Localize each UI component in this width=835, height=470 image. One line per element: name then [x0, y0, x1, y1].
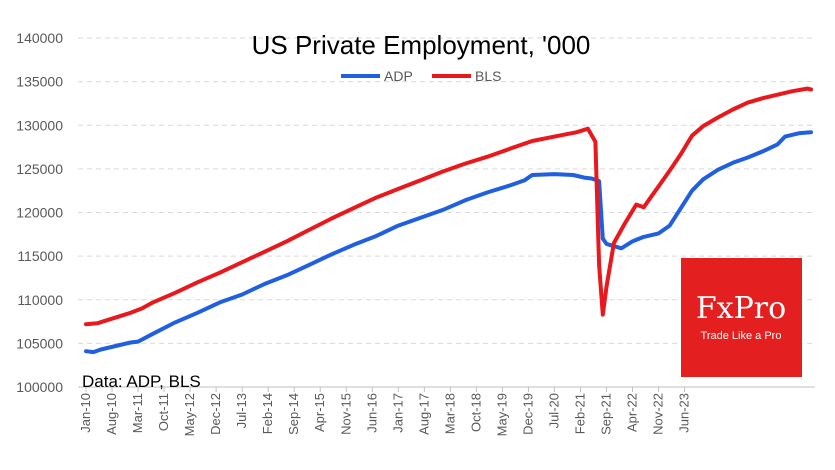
- series-lines: [84, 86, 813, 355]
- x-tick-label: Oct-18: [468, 393, 483, 432]
- legend: ADP BLS: [341, 68, 501, 84]
- x-tick-label: Dec-19: [520, 393, 535, 435]
- x-tick-label: Jun-23: [677, 393, 692, 433]
- y-tick-label: 125000: [16, 161, 63, 177]
- x-tick-label: Feb-14: [260, 393, 275, 434]
- y-tick-label: 100000: [16, 379, 63, 395]
- x-tick-label: Mar-18: [442, 393, 457, 434]
- x-tick-label: Feb-21: [572, 393, 587, 434]
- y-tick-label: 120000: [16, 205, 63, 221]
- x-tick-label: May-19: [494, 393, 509, 436]
- x-tick-label: Apr-22: [625, 393, 640, 432]
- x-tick-label: May-12: [182, 393, 197, 436]
- logo-brand: FxPro: [696, 291, 786, 326]
- x-tick-label: Nov-22: [651, 393, 666, 435]
- logo-box: [681, 258, 802, 377]
- x-tick-label: Oct-11: [156, 393, 171, 431]
- y-tick-label: 105000: [16, 335, 63, 351]
- x-tick-label: Aug-10: [104, 393, 119, 435]
- x-tick-label: Jan-10: [78, 393, 93, 433]
- x-tick-label: Sep-21: [599, 393, 614, 435]
- y-tick-label: 110000: [17, 292, 63, 308]
- chart-title: US Private Employment, '000: [252, 30, 591, 60]
- fxpro-logo: FxPro Trade Like a Pro: [681, 258, 802, 377]
- x-tick-label: Jun-16: [364, 393, 379, 433]
- x-tick-label: Sep-14: [286, 393, 301, 435]
- y-axis-ticks: 100000 105000 110000 115000 120000 125000 1300…: [16, 30, 63, 395]
- y-tick-label: 140000: [16, 30, 63, 46]
- y-tick-label: 135000: [16, 74, 63, 90]
- y-tick-label: 130000: [16, 117, 63, 133]
- x-tick-label: Aug-17: [416, 393, 431, 435]
- x-tick-label: Mar-11: [130, 393, 145, 433]
- x-tick-label: Jul-20: [546, 393, 561, 428]
- source-note: Data: ADP, BLS: [82, 372, 201, 391]
- legend-label-adp: ADP: [384, 68, 413, 84]
- legend-label-bls: BLS: [475, 68, 501, 84]
- logo-tagline: Trade Like a Pro: [701, 330, 782, 342]
- y-tick-label: 115000: [17, 248, 63, 264]
- x-axis-ticks: Jan-10 Aug-10 Mar-11 Oct-11 May-12 Dec-12 Jul-…: [78, 387, 692, 436]
- x-tick-label: Apr-15: [312, 393, 327, 432]
- x-tick-label: Dec-12: [208, 393, 223, 435]
- x-tick-label: Nov-15: [338, 393, 353, 435]
- series-line-bls: [84, 86, 813, 327]
- x-tick-label: Jul-13: [234, 393, 249, 428]
- series-line-adp: [84, 130, 813, 355]
- x-tick-label: Jan-17: [390, 393, 405, 433]
